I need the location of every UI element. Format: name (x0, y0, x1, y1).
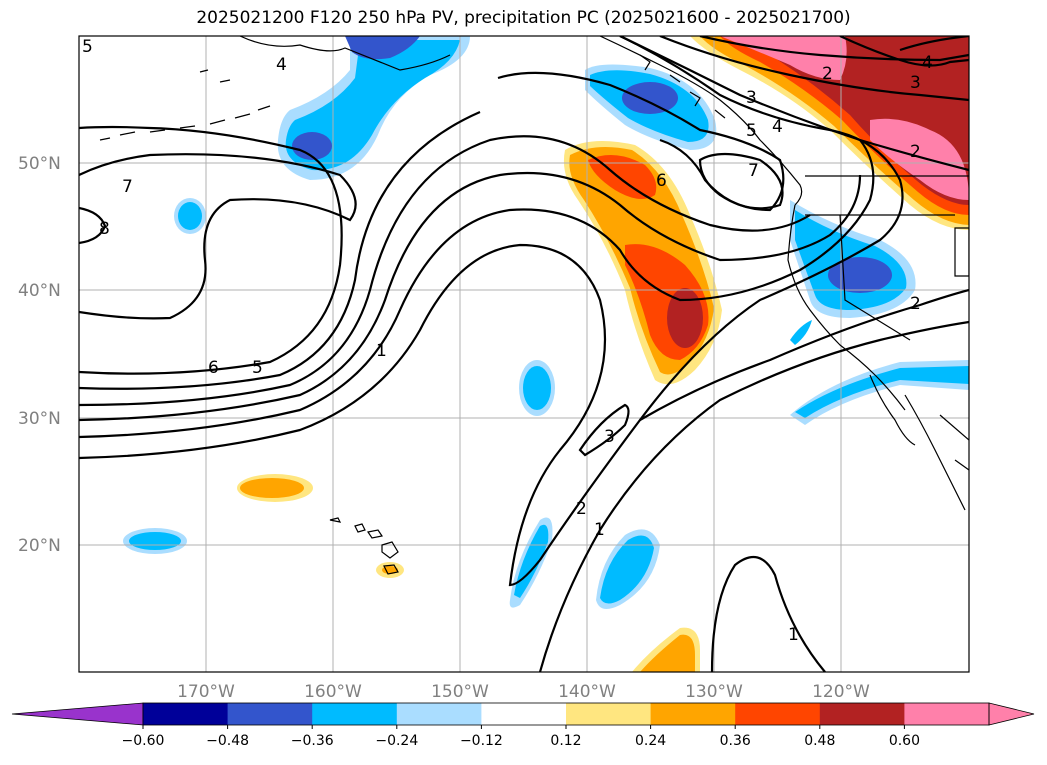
colorbar-segment (819, 703, 905, 725)
colorbar-tick-label: 0.24 (635, 733, 666, 749)
colorbar-segment (227, 703, 313, 725)
contour-label: 3 (746, 88, 757, 108)
lon-label: 120°W (812, 682, 870, 702)
contour-label: 1 (594, 520, 605, 540)
colorbar-tick-label: 0.36 (720, 733, 751, 749)
coastlines (99, 36, 969, 575)
lat-label: 50°N (18, 154, 61, 174)
contour-label: 4 (772, 117, 783, 137)
precip-area (523, 366, 551, 410)
precip-area (622, 82, 678, 114)
precip-area (292, 132, 332, 160)
precip-area (285, 40, 460, 171)
colorbar-segment (650, 703, 736, 725)
precip-shading (123, 36, 969, 672)
precip-area (178, 202, 202, 230)
colorbar-tick-label: 0.12 (550, 733, 581, 749)
lon-label: 150°W (431, 682, 489, 702)
contour-label: 2 (576, 499, 587, 519)
contour-label: 5 (252, 358, 263, 378)
contour-label: 7 (748, 161, 759, 181)
colorbar-tick-label: 0.60 (889, 733, 920, 749)
pv-contours (79, 36, 969, 672)
precip-area (600, 535, 654, 604)
contour-label: 4 (922, 53, 933, 73)
longitude-labels: 170°W 160°W 150°W 140°W 130°W 120°W (177, 682, 870, 702)
contour-label: 1 (788, 625, 799, 645)
gridlines (79, 36, 969, 672)
lon-label: 160°W (304, 682, 362, 702)
lon-label: 140°W (558, 682, 616, 702)
map-title: 2025021200 F120 250 hPa PV, precipitatio… (196, 8, 851, 28)
lon-label: 170°W (177, 682, 235, 702)
contour-label: 7 (122, 177, 133, 197)
contour-label: 8 (99, 219, 110, 239)
colorbar-segment (481, 703, 567, 725)
lat-label: 40°N (18, 281, 61, 301)
colorbar: −0.60 −0.48 −0.36 −0.24 −0.12 0.12 0.24 0.36 0.4… (11, 702, 1035, 749)
contour-label: 2 (822, 64, 833, 84)
precip-area (790, 320, 812, 345)
colorbar-tick-label: −0.24 (375, 733, 418, 749)
colorbar-tick-label: 0.48 (804, 733, 835, 749)
precip-area (129, 532, 181, 550)
precip-area (640, 634, 695, 672)
precip-area (382, 566, 398, 574)
colorbar-segment (396, 703, 482, 725)
contour-label: 6 (656, 171, 667, 191)
lat-label: 20°N (18, 536, 61, 556)
precip-area (667, 288, 703, 348)
colorbar-segment (566, 703, 652, 725)
colorbar-tick-label: −0.36 (291, 733, 334, 749)
colorbar-tick-label: −0.48 (206, 733, 249, 749)
contour-label: 3 (910, 73, 921, 93)
colorbar-tick-label: −0.60 (122, 733, 165, 749)
colorbar-segment (735, 703, 821, 725)
contour-label: 5 (746, 121, 757, 141)
lat-label: 30°N (18, 409, 61, 429)
contour-label: 6 (208, 358, 219, 378)
colorbar-segment (143, 703, 229, 725)
colorbar-tick-label: −0.12 (460, 733, 503, 749)
colorbar-extend-high (988, 702, 1035, 726)
precip-area (795, 366, 969, 418)
contour-label: 2 (910, 294, 921, 314)
contour-label: 2 (910, 142, 921, 162)
contour-label: 4 (276, 55, 287, 75)
colorbar-segment (904, 703, 990, 725)
latitude-labels: 50°N 40°N 30°N 20°N (18, 154, 61, 556)
colorbar-segment (312, 703, 398, 725)
contour-label: 1 (376, 341, 387, 361)
precip-area (240, 478, 304, 498)
contour-label: 5 (82, 37, 93, 57)
precip-area (345, 36, 420, 60)
contour-label: 3 (604, 427, 615, 447)
lon-label: 130°W (685, 682, 743, 702)
colorbar-extend-low (11, 702, 144, 726)
precip-area (870, 118, 969, 200)
map-border (78, 35, 970, 673)
contour-labels: 5 4 7 8 6 5 1 3 2 1 6 7 5 4 3 2 4 3 2 2 … (82, 37, 933, 645)
